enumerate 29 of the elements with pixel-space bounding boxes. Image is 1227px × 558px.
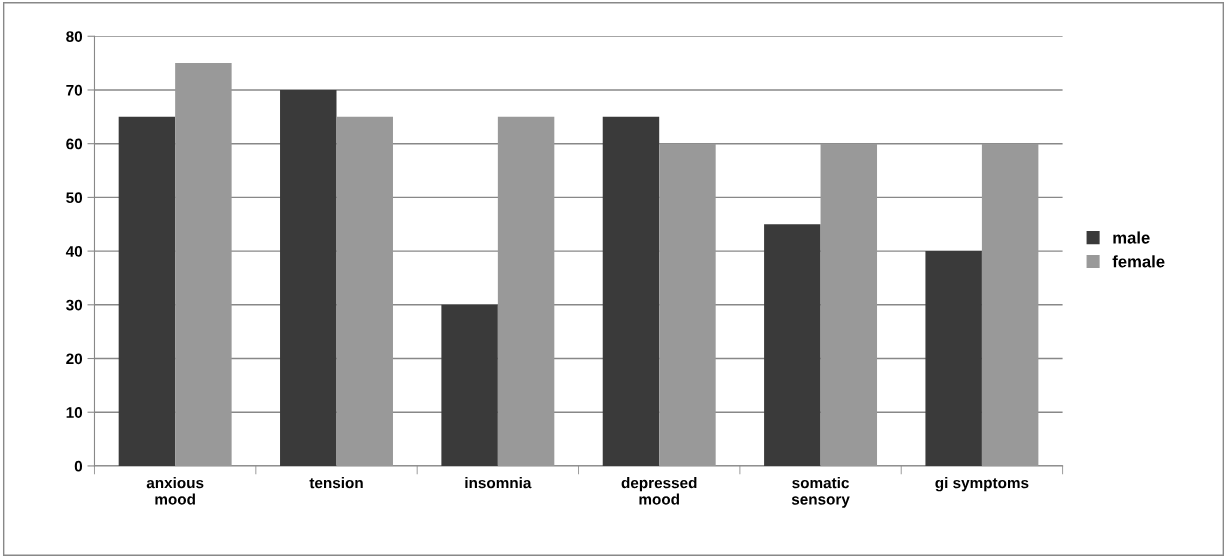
legend-label: female (1112, 255, 1165, 268)
bar (118, 116, 176, 466)
x-tick-label: somatic sensory (791, 477, 850, 508)
legend-label: male (1113, 231, 1150, 244)
bar (175, 63, 232, 466)
x-tick-label: gi symptoms (935, 477, 1029, 492)
y-tick-label: 50 (66, 192, 83, 204)
y-tick-label: 0 (74, 460, 83, 472)
bar (441, 304, 498, 466)
y-tick-label: 40 (65, 245, 83, 257)
x-tick-label: depressed mood (621, 477, 697, 505)
x-tick-label: insomnia (465, 477, 532, 489)
y-tick-label: 20 (66, 353, 83, 365)
y-tick-label: 10 (66, 407, 83, 418)
bar (497, 116, 555, 466)
bar (336, 116, 393, 466)
bar (280, 89, 337, 466)
bar (925, 251, 982, 466)
y-tick-label: 80 (66, 31, 83, 42)
bar (981, 143, 1039, 466)
bar (602, 116, 660, 466)
x-tick-label: tension (309, 477, 363, 489)
bar (764, 224, 821, 466)
bar (820, 143, 878, 466)
y-tick-label: 30 (66, 299, 83, 311)
y-tick-label: 70 (66, 84, 83, 96)
bar (659, 143, 716, 466)
y-tick-label: 60 (66, 138, 83, 150)
x-tick-label: anxious mood (146, 477, 204, 505)
